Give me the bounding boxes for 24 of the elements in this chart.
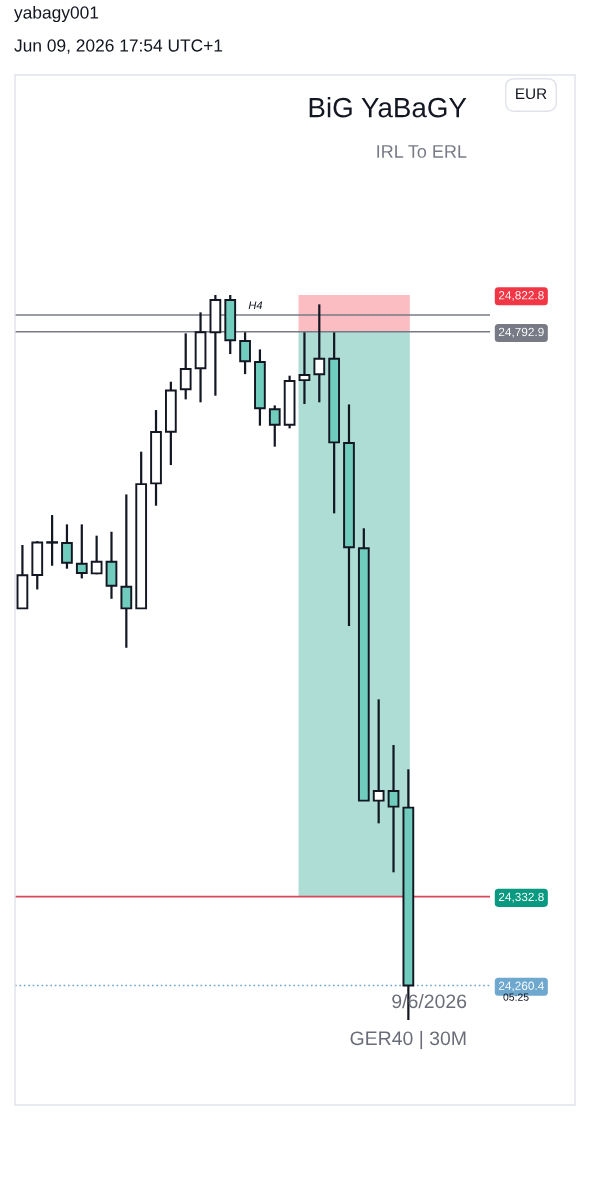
candlestick [372, 698, 385, 825]
y-tick-label: 24,332.8 [498, 892, 544, 903]
candlestick [179, 332, 192, 401]
y-tick-label: 24,822.8 [498, 291, 544, 301]
candlestick [387, 743, 400, 874]
candlestick [268, 404, 281, 448]
text: BiG YaBaGY [309, 97, 467, 118]
ref-line-label: H4 [248, 301, 263, 310]
candlestick [298, 331, 311, 406]
y-tick-label: 24,792.9 [498, 327, 544, 338]
text: IRL To ERL [377, 145, 467, 158]
y-tick-label: 24,260.4 [498, 981, 544, 992]
candlestick [61, 523, 73, 570]
candlestick [239, 331, 251, 376]
candlestick [46, 513, 58, 567]
candlestick [75, 523, 88, 580]
text: EUR [516, 88, 547, 100]
text: Jun 09, 2026 17:54 UTC+1 [14, 39, 223, 54]
annotation: GER40 | 30M [350, 1030, 466, 1050]
candlestick [120, 493, 133, 649]
candlestick [90, 534, 103, 576]
text: yabagy001 [14, 5, 99, 23]
candlestick [313, 303, 326, 404]
text: 05:25 [503, 993, 529, 1001]
